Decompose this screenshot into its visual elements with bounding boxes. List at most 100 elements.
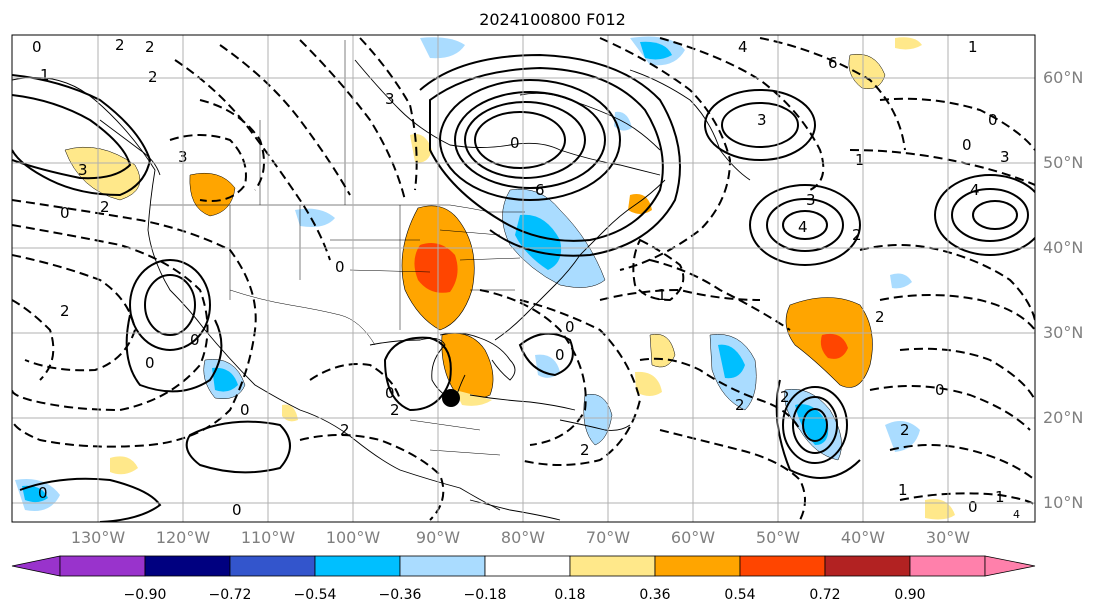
lat-label: 50°N — [1043, 153, 1084, 172]
svg-text:0: 0 — [335, 258, 345, 276]
graticule — [12, 35, 1035, 522]
svg-text:2: 2 — [875, 308, 885, 326]
svg-text:2: 2 — [100, 198, 110, 216]
lon-label: 40°W — [840, 528, 886, 547]
colorbar-tick-label: −0.36 — [378, 587, 422, 603]
svg-text:0: 0 — [988, 111, 998, 129]
colorbar-tick-label: 0.90 — [894, 587, 926, 603]
lat-label: 20°N — [1043, 408, 1084, 427]
svg-text:4: 4 — [970, 181, 980, 199]
svg-text:1: 1 — [657, 286, 667, 304]
svg-text:0: 0 — [32, 38, 42, 56]
lon-label: 50°W — [755, 528, 801, 547]
svg-text:4: 4 — [798, 218, 808, 236]
lat-label: 30°N — [1043, 323, 1084, 342]
colorbar-tick-label: −0.90 — [123, 587, 167, 603]
svg-text:6: 6 — [535, 181, 545, 199]
lat-label: 40°N — [1043, 238, 1084, 257]
svg-text:0: 0 — [385, 384, 395, 402]
lon-label: 70°W — [585, 528, 631, 547]
svg-text:3: 3 — [1000, 148, 1010, 166]
colorbar-bin — [739, 555, 826, 577]
storm-center-marker — [442, 389, 460, 407]
shading-layer — [15, 36, 955, 520]
colorbar-min-extension — [11, 555, 61, 577]
svg-text:0: 0 — [232, 501, 242, 519]
colorbar-bin — [144, 555, 231, 577]
svg-text:0: 0 — [60, 204, 70, 222]
svg-text:1: 1 — [898, 481, 908, 499]
dashed-contours — [12, 37, 1035, 521]
shade-positive-gulf — [441, 333, 494, 400]
colorbar-bin — [314, 555, 401, 577]
colorbar — [11, 555, 1036, 577]
lon-label: 100°W — [325, 528, 381, 547]
svg-text:2: 2 — [580, 441, 590, 459]
svg-text:1: 1 — [855, 151, 865, 169]
colorbar-tick-label: 0.72 — [809, 587, 841, 603]
svg-text:0: 0 — [38, 484, 48, 502]
colorbar-tick-label: 0.18 — [554, 587, 586, 603]
colorbar-tick-label: −0.72 — [208, 587, 252, 603]
colorbar-tick-label: 0.54 — [724, 587, 756, 603]
colorbar-bin — [654, 555, 741, 577]
svg-text:2: 2 — [852, 226, 862, 244]
colorbar-bin — [484, 555, 571, 577]
shade-strong-central-us — [414, 242, 458, 293]
lat-label: 60°N — [1043, 68, 1084, 87]
lon-label: 30°W — [925, 528, 971, 547]
svg-text:0: 0 — [145, 354, 155, 372]
colorbar-bin — [229, 555, 316, 577]
lon-label: 90°W — [415, 528, 461, 547]
political-borders — [150, 40, 525, 456]
svg-text:0: 0 — [962, 136, 972, 154]
lon-label: 130°W — [70, 528, 126, 547]
svg-text:0: 0 — [968, 498, 978, 516]
svg-text:0: 0 — [555, 346, 565, 364]
colorbar-bin — [909, 555, 986, 577]
colorbar-bin — [59, 555, 146, 577]
svg-text:3: 3 — [78, 161, 88, 179]
colorbar-bin — [569, 555, 656, 577]
svg-text:2: 2 — [60, 302, 70, 320]
colorbar-bin — [824, 555, 911, 577]
plot-title: 2024100800 F012 — [479, 10, 626, 29]
map-body: 022 123 302 200 000 000 106 346 334 211 … — [12, 36, 1035, 522]
svg-text:2: 2 — [735, 396, 745, 414]
svg-text:2: 2 — [340, 421, 350, 439]
colorbar-tick-label: 0.36 — [639, 587, 671, 603]
colorbar-tick-label: −0.18 — [463, 587, 507, 603]
lon-label: 110°W — [240, 528, 296, 547]
svg-text:4: 4 — [1013, 508, 1020, 521]
lon-label: 80°W — [500, 528, 546, 547]
svg-text:0: 0 — [240, 401, 250, 419]
contour-labels: 022 123 302 200 000 000 106 346 334 211 … — [32, 36, 1020, 521]
svg-text:2: 2 — [148, 68, 158, 86]
contour-lines — [12, 53, 1035, 522]
map-frame — [11, 34, 1036, 523]
svg-text:0: 0 — [565, 318, 575, 336]
colorbar-max-extension — [984, 555, 1036, 577]
colorbar-tick-label: −0.54 — [293, 587, 337, 603]
svg-text:3: 3 — [757, 111, 767, 129]
svg-text:2: 2 — [900, 421, 910, 439]
svg-text:2: 2 — [115, 36, 125, 54]
lon-label: 120°W — [155, 528, 211, 547]
svg-text:2: 2 — [390, 401, 400, 419]
svg-text:2: 2 — [780, 388, 790, 406]
svg-text:6: 6 — [828, 54, 838, 72]
lat-label: 10°N — [1043, 493, 1084, 512]
svg-text:3: 3 — [385, 90, 395, 108]
svg-text:2: 2 — [145, 38, 155, 56]
svg-text:1: 1 — [40, 66, 50, 84]
lon-label: 60°W — [670, 528, 716, 547]
svg-text:0: 0 — [190, 331, 200, 349]
svg-text:0: 0 — [935, 381, 945, 399]
svg-text:4: 4 — [738, 38, 748, 56]
colorbar-bin — [399, 555, 486, 577]
svg-text:1: 1 — [968, 38, 978, 56]
svg-text:3: 3 — [806, 191, 816, 209]
svg-text:1: 1 — [995, 488, 1005, 506]
svg-text:0: 0 — [510, 134, 520, 152]
